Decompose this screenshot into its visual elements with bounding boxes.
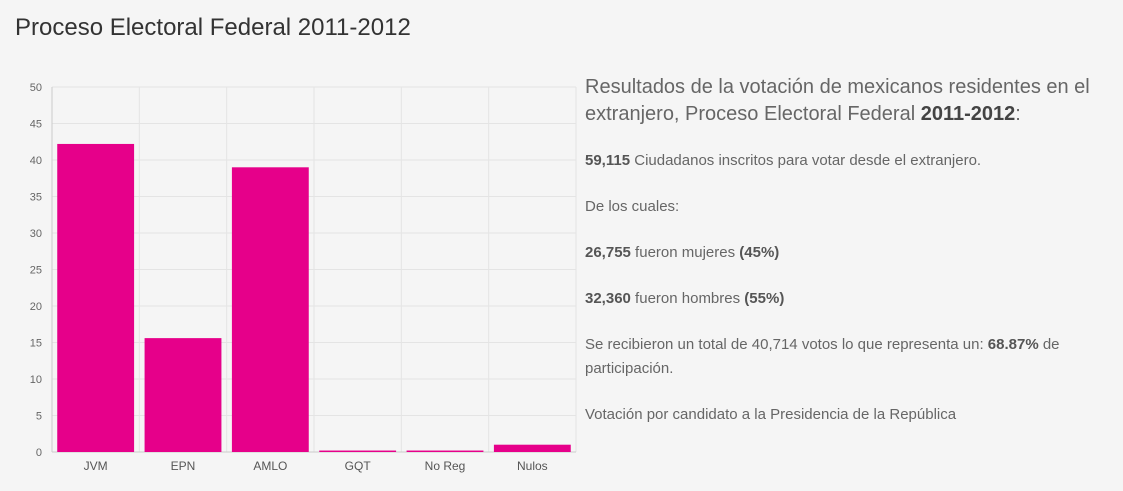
men-text: fueron hombres <box>630 290 745 307</box>
by-candidate-line: Votación por candidato a la Presidencia … <box>585 406 957 423</box>
women-line: 26,755 fueron mujeres (45%) <box>585 241 1110 265</box>
total-line: Se recibieron un total de 40,714 votos l… <box>585 333 1110 381</box>
y-tick-label: 0 <box>36 447 42 459</box>
y-tick-label: 5 <box>36 411 42 423</box>
x-tick-label: GQT <box>345 459 372 473</box>
bar <box>57 143 135 452</box>
total-pct: 68.87% <box>987 336 1039 353</box>
y-tick-label: 35 <box>30 192 42 204</box>
bar <box>144 338 222 452</box>
y-tick-label: 10 <box>30 374 42 386</box>
women-text: fueron mujeres <box>630 244 740 261</box>
x-tick-label: EPN <box>171 459 196 473</box>
heading-prefix: Resultados de la votación de mexicanos r… <box>585 76 1090 125</box>
y-tick-label: 30 <box>30 228 42 240</box>
men-pct: (55%) <box>744 290 785 307</box>
heading-suffix: : <box>1015 103 1021 125</box>
total-text: Se recibieron un total de 40,714 votos l… <box>585 336 988 353</box>
y-tick-label: 50 <box>30 82 42 94</box>
x-tick-label: No Reg <box>425 459 466 473</box>
total-suffix: de participación. <box>585 336 1060 377</box>
chart-svg: 0 5 10 15 20 25 30 35 40 45 50 JVM EPN AMLO GQT No Reg N… <box>30 82 577 473</box>
women-value: 26,755 <box>585 244 631 261</box>
x-tick-label: AMLO <box>253 459 287 473</box>
y-tick-label: 40 <box>30 155 42 167</box>
bar <box>406 450 484 452</box>
y-tick-label: 15 <box>30 338 42 350</box>
bar <box>231 167 309 453</box>
of-which-line: De los cuales: <box>585 198 680 215</box>
y-tick-label: 45 <box>30 119 42 131</box>
y-tick-label: 25 <box>30 265 42 277</box>
registered-line: 59,115 Ciudadanos inscritos para votar d… <box>585 149 1110 173</box>
women-pct: (45%) <box>739 244 780 261</box>
heading-year: 2011-2012 <box>920 103 1016 125</box>
registered-value: 59,115 <box>585 152 631 169</box>
info-heading: Resultados de la votación de mexicanos r… <box>585 74 1110 128</box>
x-tick-label: JVM <box>84 459 108 473</box>
bar <box>493 444 571 452</box>
bar <box>319 450 397 452</box>
registered-text: Ciudadanos inscritos para votar desde el… <box>630 152 982 169</box>
page-title: Proceso Electoral Federal 2011-2012 <box>15 14 411 41</box>
y-tick-label: 20 <box>30 301 42 313</box>
men-value: 32,360 <box>585 290 631 307</box>
men-line: 32,360 fueron hombres (55%) <box>585 287 1110 311</box>
bar-chart: 0 5 10 15 20 25 30 35 40 45 50 JVM EPN AMLO GQT No Reg N… <box>0 70 590 491</box>
x-tick-label: Nulos <box>517 459 548 473</box>
info-panel: Resultados de la votación de mexicanos r… <box>585 74 1110 449</box>
